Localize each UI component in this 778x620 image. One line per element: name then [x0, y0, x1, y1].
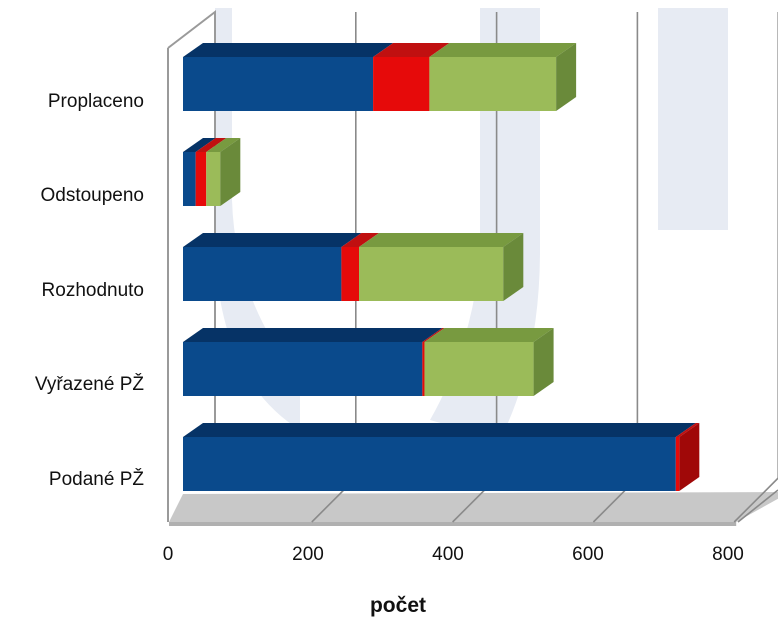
x-tick-label: 200: [292, 544, 324, 565]
bar-segment-top: [183, 423, 696, 437]
bar-segment-top: [341, 233, 379, 247]
watermark-shape: [658, 8, 728, 230]
bar-segment-top: [373, 43, 450, 57]
bar-group: [183, 43, 577, 111]
bar-segment-top: [195, 138, 227, 152]
bar-side: [556, 43, 577, 111]
category-label: Rozhodnuto: [42, 280, 144, 301]
watermark-shape: [215, 8, 300, 430]
x-tick-label: 0: [163, 544, 174, 565]
bar-segment: [373, 57, 430, 111]
back-wall-edge: [167, 9, 216, 475]
bar-segment: [341, 247, 359, 301]
bar-segment: [195, 152, 207, 206]
bar-segment-top: [359, 233, 524, 247]
bars: [183, 43, 700, 491]
bar-segment: [206, 152, 221, 206]
x-tick-label: 800: [712, 544, 744, 565]
gridline-floor: [733, 477, 778, 523]
gridline-floor: [737, 489, 778, 523]
bar-group: [183, 138, 241, 206]
category-label: Vyřazené PŽ: [35, 373, 145, 395]
bar-segment-top: [183, 138, 216, 152]
category-labels: Proplaceno Odstoupeno Rozhodnuto Vyřazené P…: [35, 91, 145, 490]
x-tick-labels: 0 200 400 600 800: [163, 544, 744, 565]
category-label: Proplaceno: [48, 91, 144, 112]
bar-segment-top: [183, 43, 394, 57]
bar-segment: [183, 152, 196, 206]
bar-segment-top: [424, 328, 554, 342]
x-tick-label: 400: [432, 544, 464, 565]
bar-segment: [183, 437, 676, 491]
bar-group: [183, 328, 554, 396]
bar-segment-top: [183, 233, 362, 247]
floor-edge: [169, 522, 737, 526]
bar-segment-top: [183, 328, 443, 342]
bar-side: [533, 328, 554, 396]
bar-segment-top: [675, 423, 700, 437]
x-axis-title: počet: [370, 594, 426, 617]
bar-segment: [183, 57, 374, 111]
x-tick-label: 600: [572, 544, 604, 565]
chart-floor: [169, 492, 778, 526]
bar-segment: [359, 247, 504, 301]
bar-segment-top: [422, 328, 445, 342]
bar-group: [183, 423, 700, 491]
floor-plane: [169, 492, 778, 522]
category-label: Podané PŽ: [49, 468, 144, 490]
bar-side: [679, 423, 700, 491]
bar-segment: [429, 57, 557, 111]
bar-side: [503, 233, 524, 301]
bar-group: [183, 233, 524, 301]
bar-segment-top: [206, 138, 241, 152]
bar-segment: [183, 342, 423, 396]
bar-segment-top: [429, 43, 577, 57]
bar-side: [220, 138, 241, 206]
bar-segment: [424, 342, 534, 396]
bar-segment: [183, 247, 342, 301]
bar-segment: [675, 437, 680, 491]
category-label: Odstoupeno: [40, 185, 144, 206]
bar-segment: [422, 342, 425, 396]
